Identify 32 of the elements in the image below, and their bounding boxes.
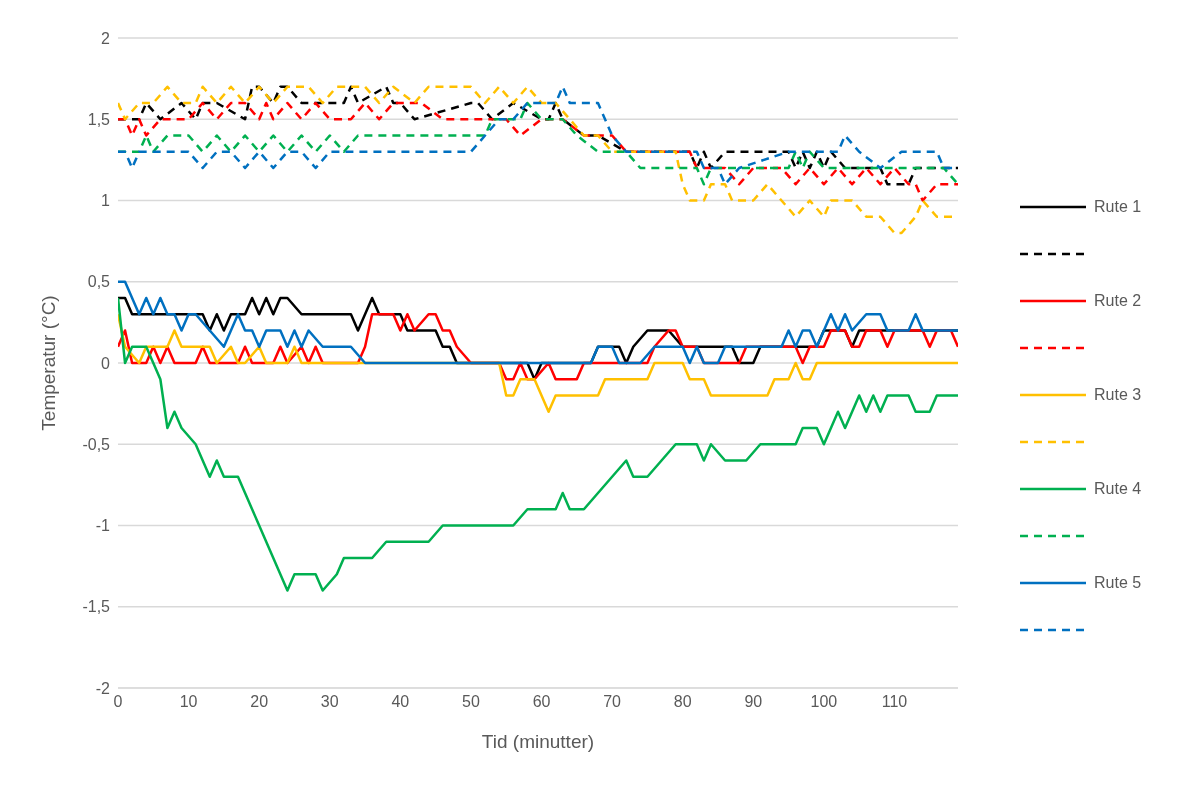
y-tick-label: -1,5	[82, 598, 111, 616]
x-tick-label: 0	[113, 693, 123, 711]
x-tick-label: 30	[320, 693, 339, 711]
legend-label: Rute 1	[1094, 197, 1142, 216]
x-tick-label: 100	[810, 693, 838, 711]
line-series	[118, 280, 958, 365]
x-tick-label: 90	[744, 693, 763, 711]
y-tick-label: 1,5	[87, 110, 111, 128]
y-tick-label: 2	[101, 29, 111, 47]
legend-label: Rute 3	[1094, 385, 1142, 404]
line-series	[118, 101, 958, 202]
x-tick-label: 80	[673, 693, 692, 711]
y-tick-label: -2	[95, 679, 111, 697]
y-tick-label: 1	[101, 192, 111, 210]
x-tick-label: 60	[532, 693, 551, 711]
y-tick-label: -0,5	[82, 435, 111, 453]
legend-label: Rute 4	[1094, 479, 1142, 498]
legend-label: Rute 5	[1094, 573, 1142, 592]
x-tick-label: 10	[179, 693, 198, 711]
x-tick-label: 50	[462, 693, 480, 711]
line-series	[118, 85, 958, 186]
legend-label: Rute 2	[1094, 291, 1142, 310]
y-tick-label: 0	[101, 354, 111, 372]
y-axis-title: Temperatur (°C)	[37, 295, 59, 431]
x-tick-label: 40	[391, 693, 410, 711]
x-tick-label: 70	[603, 693, 622, 711]
y-tick-label: -1	[95, 517, 111, 535]
line-series	[118, 296, 958, 592]
x-tick-label: 110	[881, 693, 908, 711]
x-axis-title: Tid (minutter)	[481, 731, 595, 752]
x-tick-label: 20	[250, 693, 269, 711]
y-tick-label: 0,5	[87, 273, 111, 291]
